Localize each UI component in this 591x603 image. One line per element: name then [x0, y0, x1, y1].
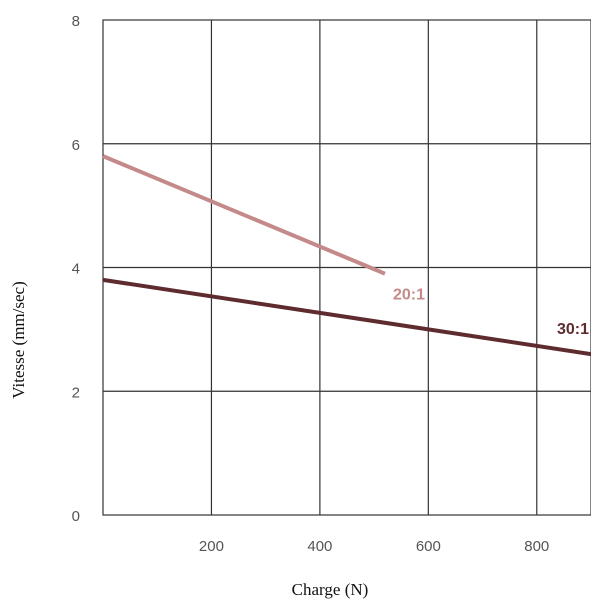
- y-tick-label: 6: [72, 137, 80, 154]
- y-tick-label: 4: [72, 261, 80, 278]
- series-label: 30:1: [557, 321, 589, 338]
- series-line-1: [102, 277, 591, 357]
- y-tick-label: 8: [72, 13, 80, 30]
- series-label: 20:1: [393, 287, 425, 304]
- x-axis-label: Charge (N): [292, 580, 369, 599]
- series-line-0: [102, 154, 386, 276]
- y-tick-label: 2: [72, 384, 80, 401]
- series-lines: 20:1 30:1: [102, 154, 591, 357]
- y-tick-labels: 0 2 4 6 8: [72, 13, 80, 525]
- x-tick-label: 800: [524, 538, 549, 555]
- x-tick-label: 600: [416, 538, 441, 555]
- y-tick-label: 0: [72, 508, 80, 525]
- y-axis-label: Vitesse (mm/sec): [9, 281, 28, 398]
- x-tick-label: 200: [199, 538, 224, 555]
- x-tick-labels: 200 400 600 800: [199, 538, 549, 555]
- grid: [102, 19, 591, 516]
- x-tick-label: 400: [307, 538, 332, 555]
